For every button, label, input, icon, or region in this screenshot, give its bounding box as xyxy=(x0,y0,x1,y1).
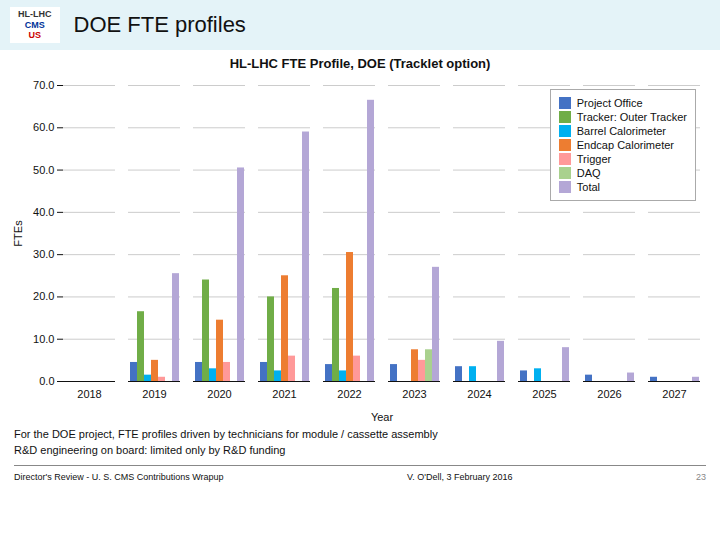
svg-text:FTEs: FTEs xyxy=(12,220,24,247)
svg-text:60.0: 60.0 xyxy=(33,121,54,133)
svg-text:2023: 2023 xyxy=(402,388,426,400)
html-text:V. O'Dell, 3 February 2016: V. O'Dell, 3 February 2016 xyxy=(407,471,513,482)
html-text:Endcap Calorimeter: Endcap Calorimeter xyxy=(576,139,674,151)
svg-text:2026: 2026 xyxy=(597,388,621,400)
svg-text:30.0: 30.0 xyxy=(33,248,54,260)
html-text:US: US xyxy=(28,30,41,41)
svg-text:2018: 2018 xyxy=(77,388,101,400)
html-text:Trigger: Trigger xyxy=(576,153,612,165)
html-text:Barrel Calorimeter: Barrel Calorimeter xyxy=(576,125,666,137)
svg-text:2027: 2027 xyxy=(662,388,686,400)
svg-text:2022: 2022 xyxy=(337,388,361,400)
svg-text:2025: 2025 xyxy=(532,388,556,400)
html-text:R&D engineering on board: limi: R&D engineering on board: limited only b… xyxy=(14,443,286,456)
html-text:Director's Review - U. S. CMS: Director's Review - U. S. CMS Contributi… xyxy=(14,471,224,482)
html-text:23: 23 xyxy=(696,471,706,482)
svg-text:40.0: 40.0 xyxy=(33,206,54,218)
svg-text:50.0: 50.0 xyxy=(33,164,54,176)
svg-text:0.0: 0.0 xyxy=(39,375,54,387)
html-text:Total: Total xyxy=(576,181,600,193)
html-text:DOE FTE profiles: DOE FTE profiles xyxy=(73,12,246,37)
svg-text:2024: 2024 xyxy=(467,388,491,400)
html-text:CMS: CMS xyxy=(24,19,45,30)
svg-text:20.0: 20.0 xyxy=(33,290,54,302)
html-text:Project Office: Project Office xyxy=(576,97,643,109)
svg-text:2020: 2020 xyxy=(207,388,231,400)
svg-text:10.0: 10.0 xyxy=(33,333,54,345)
svg-text:2019: 2019 xyxy=(142,388,166,400)
html-text:HL-LHC FTE Profile, DOE (Track: HL-LHC FTE Profile, DOE (Tracklet option… xyxy=(229,56,491,71)
svg-text:Year: Year xyxy=(371,411,394,423)
html-text:Tracker: Outer Tracker: Tracker: Outer Tracker xyxy=(576,111,687,123)
svg-text:70.0: 70.0 xyxy=(33,79,54,91)
html-text:For the DOE project, FTE profi: For the DOE project, FTE profiles driven… xyxy=(14,428,438,440)
html-text:DAQ: DAQ xyxy=(576,167,601,179)
svg-text:2021: 2021 xyxy=(272,388,296,400)
html-text:HL-LHC: HL-LHC xyxy=(18,8,52,19)
